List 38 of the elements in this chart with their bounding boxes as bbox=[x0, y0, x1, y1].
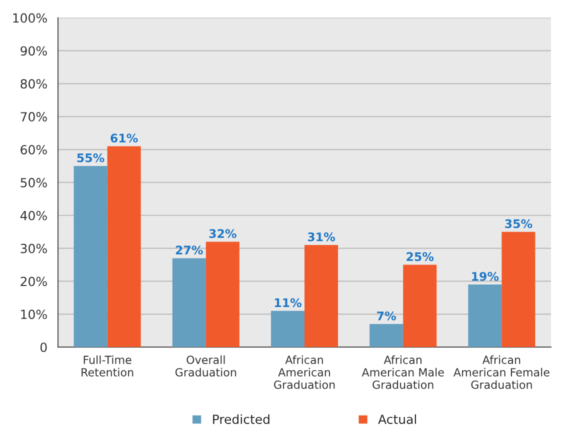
bar bbox=[270, 310, 304, 348]
text: 35% bbox=[505, 219, 532, 228]
y-tick-label: 20% bbox=[20, 276, 47, 286]
y-tick-label: 80% bbox=[20, 79, 47, 89]
x-tick-label: African American Female Graduation bbox=[454, 355, 550, 389]
text: 11% bbox=[274, 298, 302, 308]
text: 61% bbox=[110, 134, 138, 143]
text: 32% bbox=[209, 229, 236, 238]
text: 31% bbox=[308, 232, 336, 242]
bar bbox=[502, 232, 536, 348]
text: 25% bbox=[406, 252, 434, 262]
y-tick-label: 50% bbox=[20, 178, 47, 188]
y-tick-label: 40% bbox=[20, 210, 47, 220]
text: 55% bbox=[77, 153, 104, 162]
bar bbox=[206, 242, 240, 348]
bar bbox=[304, 245, 338, 348]
x-tick-label: African American Male Graduation bbox=[362, 355, 444, 389]
bar bbox=[370, 324, 404, 348]
x-tick-label: African American Graduation bbox=[274, 355, 335, 389]
legend-label: Actual bbox=[378, 414, 416, 424]
text: 19% bbox=[472, 272, 499, 281]
y-tick-label: 70% bbox=[20, 112, 47, 122]
y-tick-label: 100% bbox=[13, 13, 47, 23]
y-tick-label: 10% bbox=[21, 310, 47, 320]
bar bbox=[74, 166, 108, 348]
x-tick-label: Full-Time Retention bbox=[82, 355, 134, 376]
bar bbox=[107, 146, 141, 348]
bar bbox=[468, 284, 502, 348]
bar bbox=[172, 258, 206, 348]
x-tick-label: Overall Graduation bbox=[175, 355, 236, 376]
y-tick-label: 60% bbox=[20, 144, 47, 154]
y-tick-label: 30% bbox=[20, 244, 47, 254]
bar bbox=[403, 264, 437, 348]
y-tick-label: 90% bbox=[20, 46, 47, 56]
y-tick-label: 0 bbox=[40, 342, 47, 352]
text: 27% bbox=[176, 246, 203, 255]
legend-label: Predicted bbox=[213, 414, 270, 424]
text: 7% bbox=[377, 311, 396, 320]
